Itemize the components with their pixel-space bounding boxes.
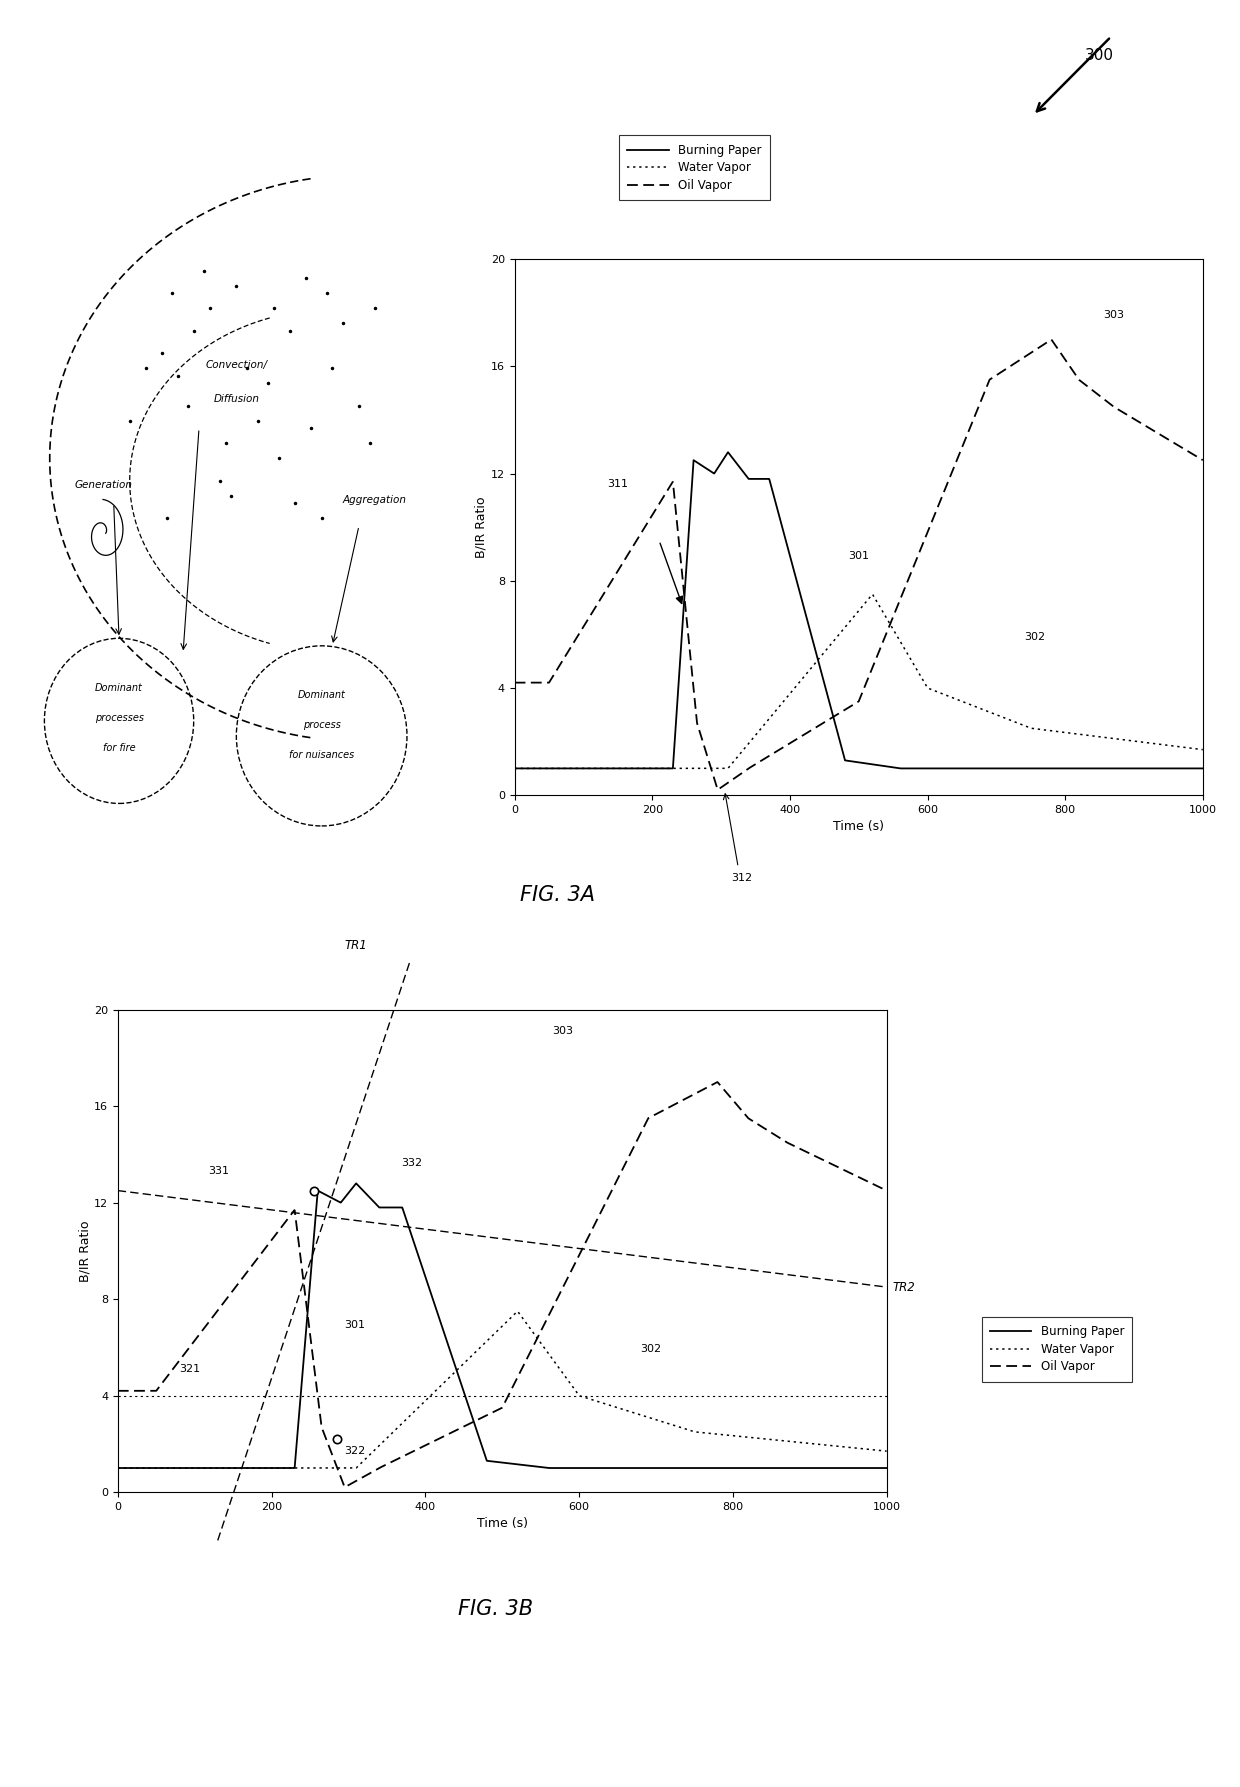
Text: 301: 301 — [345, 1321, 366, 1330]
Text: Dominant: Dominant — [95, 683, 143, 693]
Text: TR2: TR2 — [893, 1281, 915, 1294]
Text: process: process — [303, 720, 341, 731]
X-axis label: Time (s): Time (s) — [476, 1517, 528, 1530]
Text: 321: 321 — [180, 1363, 201, 1374]
X-axis label: Time (s): Time (s) — [833, 820, 884, 833]
Text: 322: 322 — [343, 1446, 365, 1456]
Legend: Burning Paper, Water Vapor, Oil Vapor: Burning Paper, Water Vapor, Oil Vapor — [982, 1317, 1132, 1381]
Y-axis label: B/IR Ratio: B/IR Ratio — [78, 1221, 92, 1281]
Text: processes: processes — [94, 713, 144, 724]
Text: 332: 332 — [401, 1158, 422, 1169]
Y-axis label: B/IR Ratio: B/IR Ratio — [475, 497, 489, 558]
Text: 301: 301 — [848, 552, 869, 561]
Text: Convection/: Convection/ — [206, 361, 268, 370]
Text: 300: 300 — [1085, 48, 1114, 63]
Text: 302: 302 — [1024, 633, 1045, 642]
Legend: Burning Paper, Water Vapor, Oil Vapor: Burning Paper, Water Vapor, Oil Vapor — [619, 136, 770, 200]
Text: 331: 331 — [208, 1165, 229, 1176]
Text: 312: 312 — [732, 874, 753, 883]
Text: 303: 303 — [552, 1026, 573, 1036]
Text: 302: 302 — [641, 1344, 662, 1355]
Text: 303: 303 — [1104, 311, 1123, 320]
Text: 311: 311 — [608, 479, 629, 490]
Text: Aggregation: Aggregation — [343, 495, 407, 506]
Text: TR1: TR1 — [345, 940, 367, 952]
Text: FIG. 3B: FIG. 3B — [459, 1599, 533, 1619]
Text: Diffusion: Diffusion — [213, 393, 259, 404]
Text: for fire: for fire — [103, 743, 135, 752]
Text: Dominant: Dominant — [298, 690, 346, 701]
Text: FIG. 3A: FIG. 3A — [521, 885, 595, 904]
Text: for nuisances: for nuisances — [289, 751, 355, 761]
Text: Generation: Generation — [74, 481, 131, 490]
